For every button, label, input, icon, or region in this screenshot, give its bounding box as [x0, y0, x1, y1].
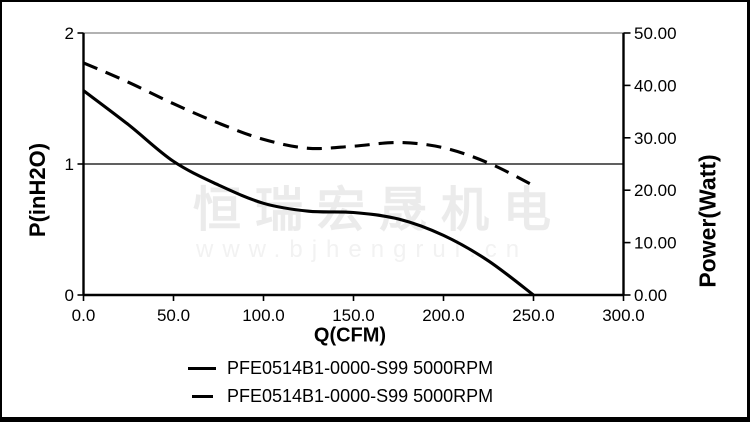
x-tick-label: 300.0 [602, 306, 645, 325]
legend-label-power: PFE0514B1-0000-S99 5000RPM [227, 386, 494, 406]
pressure-curve [82, 89, 535, 297]
y-right-tick-label: 20.00 [634, 181, 677, 200]
legend: PFE0514B1-0000-S99 5000RPM PFE0514B1-000… [188, 356, 493, 412]
x-tick-label: 250.0 [512, 306, 555, 325]
legend-label-pressure: PFE0514B1-0000-S99 5000RPM [227, 358, 494, 378]
legend-item-pressure-curve: PFE0514B1-0000-S99 5000RPM [188, 356, 493, 380]
y-right-tick-label: 30.00 [634, 129, 677, 148]
y-left-tick-label: 1 [65, 155, 74, 174]
image-border-top [0, 0, 750, 2]
x-tick-label: 0.0 [72, 306, 96, 325]
x-tick-label: 150.0 [332, 306, 375, 325]
image-border-right [747, 0, 750, 422]
legend-item-power-curve: PFE0514B1-0000-S99 5000RPM [188, 384, 493, 408]
x-tick-label: 100.0 [242, 306, 285, 325]
solid-line-marker [188, 366, 216, 370]
y-left-tick-label: 0 [65, 286, 74, 305]
x-axis-label: Q(CFM) [313, 324, 387, 347]
dashed-line-marker [188, 394, 216, 398]
y-right-tick-label: 0.00 [634, 286, 667, 305]
watermark-url-text: www.bjhengrui.cn [196, 236, 529, 263]
y-axis-label-left: P(inH2O) [25, 142, 50, 238]
x-tick-label: 50.0 [157, 306, 190, 325]
y-right-tick-label: 10.00 [634, 234, 677, 253]
y-left-tick-label: 2 [65, 24, 74, 43]
image-border-bottom [0, 417, 750, 422]
watermark-company-text: 恒瑞宏晟机电 [193, 184, 566, 237]
power-curve [82, 61, 535, 187]
y-axis-label-right: Power(Watt) [694, 154, 721, 288]
x-tick-label: 200.0 [422, 306, 465, 325]
y-right-tick-label: 40.00 [634, 76, 677, 95]
image-border-left [0, 0, 2, 422]
y-right-tick-label: 50.00 [634, 24, 677, 43]
